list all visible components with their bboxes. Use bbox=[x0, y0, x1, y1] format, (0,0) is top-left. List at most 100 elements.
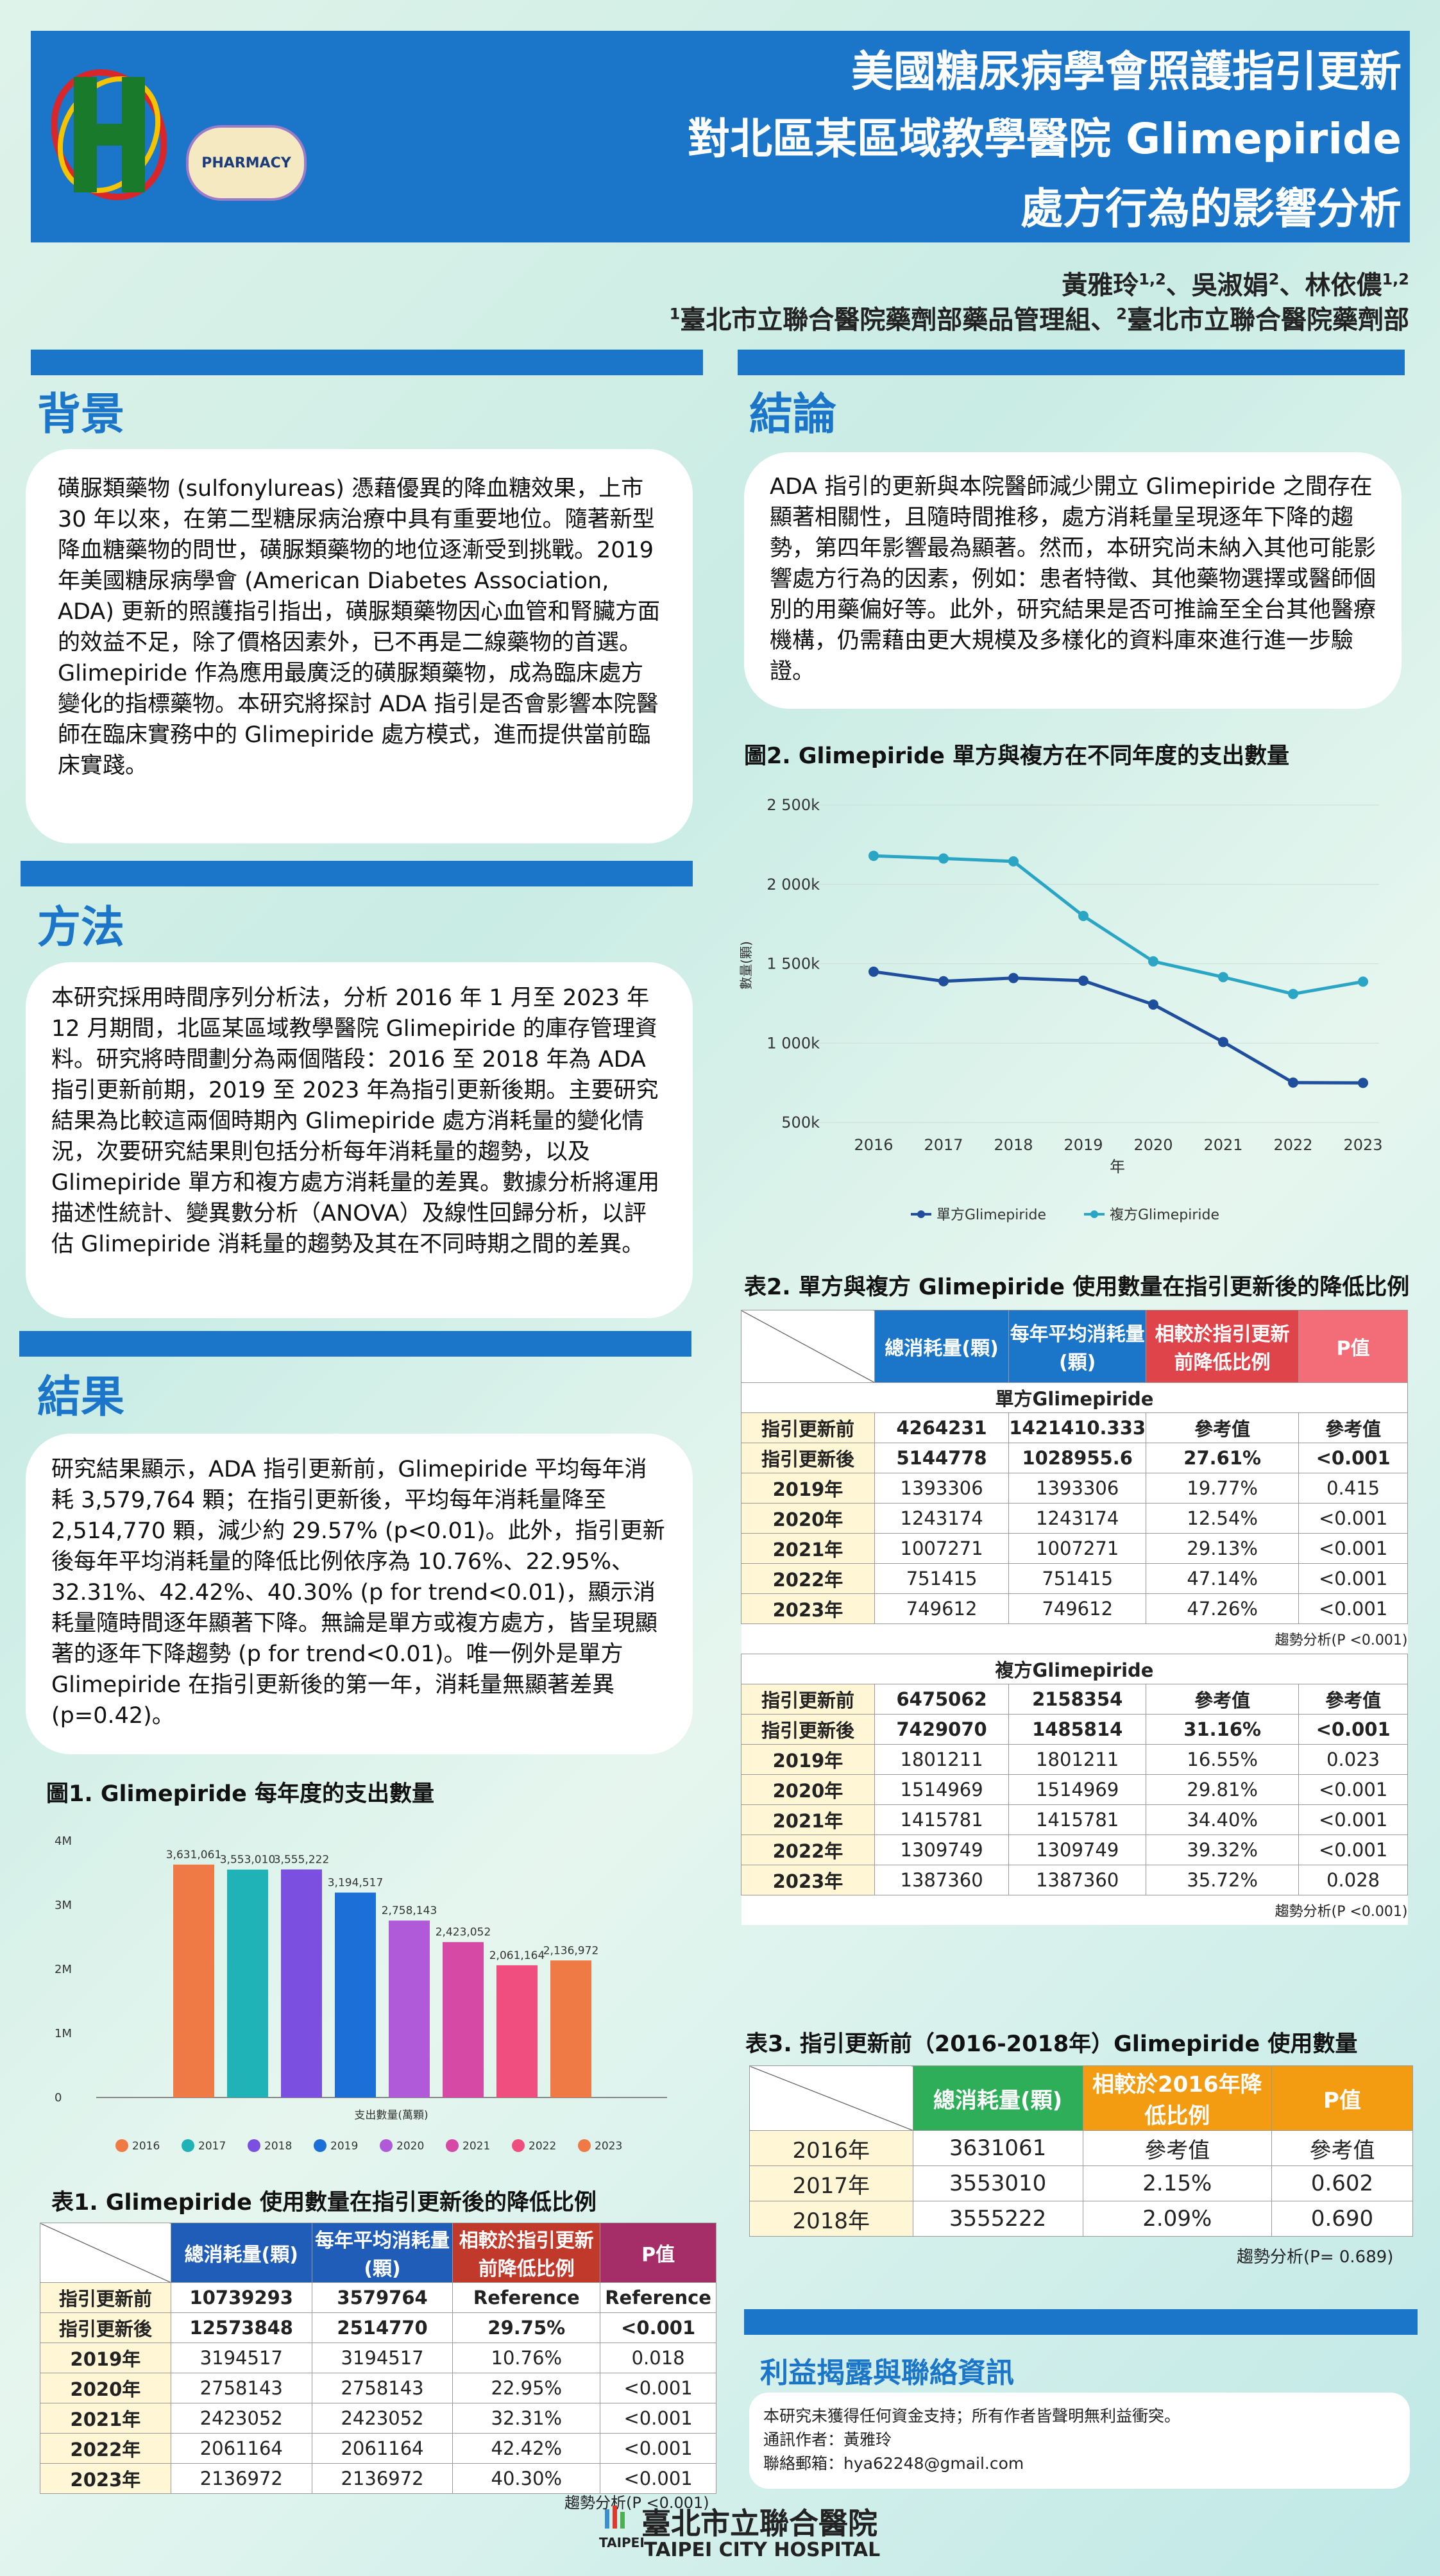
table-cell: 1415781 bbox=[1008, 1804, 1147, 1835]
fig1-data-label: 3,631,061 bbox=[166, 1849, 222, 1861]
fig1-bar-2016 bbox=[173, 1864, 214, 2097]
table3-note: 趨勢分析(P= 0.689) bbox=[1237, 2248, 1394, 2267]
conclusion-bar bbox=[738, 350, 1405, 375]
table-cell: 2136972 bbox=[170, 2463, 312, 2494]
results-box: 研究結果顯示，ADA 指引更新前，Glimepiride 平均每年消耗 3,57… bbox=[26, 1434, 693, 1754]
table-cell: 4264231 bbox=[874, 1412, 1010, 1443]
table-cell: <0.001 bbox=[1298, 1835, 1408, 1865]
affiliations: 1臺北市立聯合醫院藥劑部藥品管理組、2臺北市立聯合醫院藥劑部 bbox=[669, 305, 1409, 335]
fig1-legend-dot bbox=[446, 2139, 459, 2152]
table-header-cell: 相較於指引更新前降低比例 bbox=[1146, 1310, 1300, 1383]
table1: 總消耗量(顆) 每年平均消耗量(顆) 相較於指引更新前降低比例 P值 指引更新前 1073… bbox=[40, 2223, 716, 2494]
footer-hospital-zh: 臺北市立聯合醫院 bbox=[641, 2506, 877, 2541]
fig1-legend-label: 2023 bbox=[595, 2140, 622, 2153]
methods-bar bbox=[21, 861, 693, 886]
table-cell: <0.001 bbox=[600, 2433, 716, 2464]
group-label-single: 單方Glimepiride bbox=[741, 1382, 1408, 1413]
table-cell: Reference bbox=[452, 2282, 601, 2313]
table-row: 2022年 751415 751415 47.14% <0.001 bbox=[741, 1563, 1408, 1594]
group-row: 單方Glimepiride bbox=[741, 1382, 1408, 1413]
fig2-x-tick: 2023 bbox=[1343, 1136, 1382, 1154]
pharmacy-logo: PHARMACY bbox=[186, 125, 307, 201]
table-row: 2022年 1309749 1309749 39.32% <0.001 bbox=[741, 1835, 1408, 1865]
fig1-legend-dot bbox=[314, 2139, 326, 2152]
table-row: 2021年 1007271 1007271 29.13% <0.001 bbox=[741, 1533, 1408, 1564]
fig2-y-tick: 1 500k bbox=[767, 955, 820, 973]
table-cell: 39.32% bbox=[1146, 1835, 1300, 1865]
table-cell: 29.13% bbox=[1146, 1533, 1300, 1564]
table-corner-cell bbox=[741, 1310, 875, 1383]
table2-caption: 表2. 單方與複方 Glimepiride 使用數量在指引更新後的降低比例 bbox=[744, 1275, 1410, 1300]
conclusion-title: 結論 bbox=[749, 389, 837, 440]
table-cell: 19.77% bbox=[1146, 1473, 1300, 1504]
table-cell: 1801211 bbox=[1008, 1744, 1147, 1775]
row-label-cell: 2017年 bbox=[749, 2165, 913, 2201]
fig1-legend-dot bbox=[115, 2139, 128, 2152]
row-label-cell: 2023年 bbox=[40, 2463, 171, 2494]
table-cell: 參考值 bbox=[1298, 1412, 1408, 1443]
fig1-legend-dot bbox=[512, 2139, 525, 2152]
fig1-y-tick: 1M bbox=[55, 2027, 72, 2040]
table-cell: 2758143 bbox=[311, 2373, 453, 2403]
row-label-cell: 2023年 bbox=[741, 1593, 875, 1624]
table-header-cell: 相較於2016年降低比例 bbox=[1082, 2065, 1273, 2131]
table2: 總消耗量(顆) 每年平均消耗量(顆) 相較於指引更新前降低比例 P值 單方Glimepi… bbox=[741, 1310, 1408, 1925]
row-label-cell: 2021年 bbox=[40, 2403, 171, 2434]
table-header-cell: 總消耗量(顆) bbox=[912, 2065, 1083, 2131]
table-row: 2019年 3194517 3194517 10.76% 0.018 bbox=[40, 2343, 716, 2373]
fig2-y-tick: 1 000k bbox=[767, 1034, 820, 1052]
pharmacy-logo-text: PHARMACY bbox=[201, 155, 291, 171]
fig2-point bbox=[1288, 1077, 1298, 1088]
table-cell: 1514969 bbox=[1008, 1774, 1147, 1805]
table-cell: <0.001 bbox=[1298, 1503, 1408, 1534]
table-row: 2019年 1801211 1801211 16.55% 0.023 bbox=[741, 1744, 1408, 1775]
taipei-logo-icon bbox=[605, 2505, 625, 2529]
table-row: 指引更新前 6475062 2158354 參考值 參考值 bbox=[741, 1684, 1408, 1715]
table-cell: 1309749 bbox=[1008, 1835, 1147, 1865]
fig2-point bbox=[1148, 999, 1158, 1010]
table-row: 2023年 749612 749612 47.26% <0.001 bbox=[741, 1593, 1408, 1624]
disclosure-box: 本研究未獲得任何資金支持；所有作者皆聲明無利益衝突。 通訊作者：黃雅玲 聯絡郵箱… bbox=[749, 2393, 1410, 2489]
table-cell: 42.42% bbox=[452, 2433, 601, 2464]
fig1-legend-dot bbox=[182, 2139, 194, 2152]
methods-text: 本研究採用時間序列分析法，分析 2016 年 1 月至 2023 年 12 月期… bbox=[51, 985, 660, 1257]
table-row: 2016年 3631061 參考值 參考值 bbox=[749, 2130, 1413, 2166]
row-label-cell: 2020年 bbox=[40, 2373, 171, 2403]
fig2-legend-dot bbox=[917, 1210, 925, 1218]
table-header-cell: P值 bbox=[600, 2223, 716, 2283]
fig2-point bbox=[1008, 972, 1019, 983]
table-header-row: 總消耗量(顆) 相較於2016年降低比例 P值 bbox=[749, 2065, 1413, 2131]
row-label-cell: 2023年 bbox=[741, 1865, 875, 1895]
fig1-bar-2018 bbox=[281, 1869, 322, 2097]
fig1-legend-label: 2019 bbox=[330, 2140, 358, 2153]
table2-note1: 趨勢分析(P <0.001) bbox=[741, 1623, 1408, 1654]
table-corner-cell bbox=[40, 2223, 171, 2283]
table-header-cell: 相較於指引更新前降低比例 bbox=[452, 2223, 601, 2283]
row-label-cell: 指引更新前 bbox=[741, 1684, 875, 1715]
fig1-data-label: 3,553,010 bbox=[220, 1854, 276, 1867]
table-cell: 0.028 bbox=[1298, 1865, 1408, 1895]
table-cell: 1007271 bbox=[1008, 1533, 1147, 1564]
fig1-bar-2020 bbox=[389, 1920, 430, 2097]
disclosure-line3: 聯絡郵箱：hya62248@gmail.com bbox=[763, 2454, 1024, 2473]
row-label-cell: 指引更新後 bbox=[40, 2312, 171, 2343]
table-cell: 22.95% bbox=[452, 2373, 601, 2403]
table-cell: 2136972 bbox=[311, 2463, 453, 2494]
fig2-x-label: 年 bbox=[1110, 1158, 1125, 1176]
fig2-point bbox=[1218, 1037, 1228, 1047]
fig2-point bbox=[868, 966, 879, 977]
note-row: 趨勢分析(P <0.001) bbox=[741, 1895, 1408, 1925]
table-corner-cell bbox=[749, 2065, 913, 2131]
fig1-bar-2021 bbox=[443, 1942, 484, 2097]
table-cell: 2.15% bbox=[1082, 2165, 1273, 2201]
authors: 黃雅玲1,2、吳淑娟2、林依儂1,2 bbox=[1062, 270, 1409, 300]
table-cell: 7429070 bbox=[874, 1714, 1010, 1745]
table-cell: 47.14% bbox=[1146, 1563, 1300, 1594]
results-title: 結果 bbox=[37, 1372, 125, 1423]
disclosure-line1: 本研究未獲得任何資金支持；所有作者皆聲明無利益衝突。 bbox=[763, 2407, 1181, 2425]
fig2-point bbox=[1288, 988, 1298, 999]
table-cell: 749612 bbox=[1008, 1593, 1147, 1624]
table-cell: 35.72% bbox=[1146, 1865, 1300, 1895]
table1-note: 趨勢分析(P <0.001) bbox=[564, 2494, 709, 2512]
disclosure-bar bbox=[744, 2309, 1418, 2335]
